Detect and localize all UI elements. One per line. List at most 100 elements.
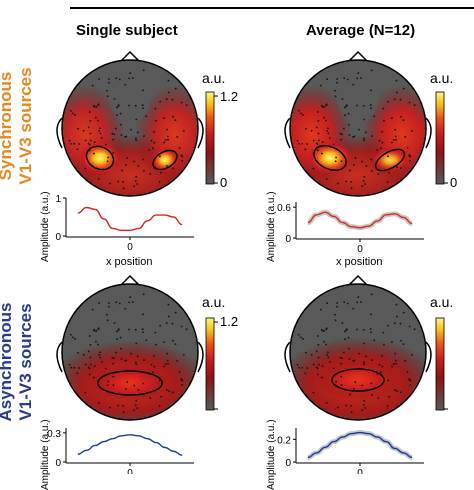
electrode-dot — [126, 381, 129, 383]
electrode-dot — [89, 356, 92, 359]
electrode-dot — [108, 81, 110, 84]
electrode-dot — [356, 328, 358, 331]
ear-left-icon — [284, 117, 291, 149]
electrode-dot — [128, 104, 130, 107]
electrode-dot — [68, 363, 71, 366]
electrode-dot — [171, 98, 174, 101]
electrode-dot — [362, 180, 365, 182]
series-line — [77, 206, 183, 231]
electrode-dot — [296, 363, 299, 366]
electrode-dot — [163, 117, 165, 120]
electrode-dot — [320, 152, 323, 155]
electrode-dot — [325, 104, 328, 107]
electrode-dot — [182, 129, 185, 132]
electrode-dot — [166, 359, 169, 362]
electrode-dot — [141, 104, 144, 106]
electrode-dot — [125, 135, 128, 138]
electrode-dot — [347, 112, 350, 115]
electrode-dot — [108, 182, 111, 185]
colorbar-unit-1: a.u. — [202, 70, 226, 86]
electrode-dot — [326, 354, 329, 356]
electrode-dot — [362, 404, 365, 406]
electrode-dot — [396, 390, 398, 392]
electrode-dot — [369, 328, 372, 330]
electrode-dot — [136, 407, 139, 409]
electrode-dot — [334, 384, 337, 387]
electrode-dot — [136, 131, 139, 134]
electrode-dot — [165, 165, 168, 167]
electrode-dot — [350, 187, 353, 190]
electrode-dot — [296, 139, 299, 142]
electrode-dot — [321, 141, 324, 144]
electrode-dot — [124, 360, 126, 362]
electrode-dot — [409, 379, 412, 382]
electrode-dot — [316, 335, 319, 337]
electrode-dot — [171, 391, 174, 394]
colorbar-unit-4: a.u. — [430, 294, 454, 310]
electrode-dot — [74, 338, 76, 340]
electrode-dot — [352, 164, 355, 166]
electrode-dot — [124, 388, 127, 390]
electrode-dot — [150, 363, 153, 366]
electrode-dot — [166, 352, 169, 355]
electrode-dot — [135, 399, 138, 402]
electrode-dot — [89, 344, 92, 346]
electrode-dot — [323, 116, 325, 119]
electrode-dot — [120, 123, 122, 126]
electrode-dot — [165, 98, 168, 101]
electrode-dot — [128, 77, 131, 80]
electrode-dot — [88, 373, 91, 376]
electrode-dot — [413, 328, 416, 331]
electrode-dot — [404, 135, 407, 138]
y-axis-label-2: Amplitude (a.u.) — [266, 191, 277, 262]
column-title-single: Single subject — [76, 22, 178, 39]
electrode-dot — [142, 313, 144, 316]
electrode-dot — [98, 78, 101, 81]
electrode-dot — [336, 406, 339, 409]
electrode-dot — [117, 404, 120, 407]
electrode-dot — [408, 154, 411, 157]
electrode-dot — [76, 372, 79, 375]
electrode-dot — [370, 393, 373, 396]
electrode-dot — [97, 119, 100, 122]
electrode-dot — [114, 351, 117, 354]
electrode-dot — [325, 343, 328, 346]
electrode-dot — [152, 147, 154, 150]
electrode-dot — [142, 89, 144, 92]
electrode-dot — [369, 104, 372, 106]
electrode-dot — [315, 350, 318, 353]
electrode-dot — [348, 134, 351, 136]
electrode-dot — [93, 141, 96, 144]
electrode-dot — [408, 325, 411, 328]
electrode-dot — [129, 72, 132, 75]
electrode-dot — [348, 123, 350, 126]
electrode-dot — [361, 409, 364, 412]
electrode-dot — [135, 118, 138, 121]
electrode-dot — [345, 180, 348, 183]
electrode-dot — [363, 399, 366, 402]
electrode-dot — [145, 115, 148, 118]
electrode-dot — [370, 169, 373, 172]
electrode-dot — [299, 112, 302, 115]
electrode-dot — [74, 114, 76, 116]
colorbar-synchronous-average — [435, 91, 448, 185]
electrode-dot — [352, 136, 354, 138]
electrode-dot — [358, 128, 360, 131]
electrode-dot — [391, 141, 393, 144]
electrode-dot — [181, 155, 184, 158]
electrode-dot — [166, 128, 169, 131]
electrode-dot — [302, 114, 304, 116]
electrode-dot — [382, 331, 385, 334]
y-tick-label: 0.6 — [277, 203, 291, 214]
electrode-dot — [356, 104, 358, 107]
electrode-dot — [178, 370, 181, 373]
electrode-dot — [317, 120, 320, 122]
electrode-dot — [154, 107, 157, 110]
electrode-dot — [108, 302, 111, 304]
electrode-dot — [394, 135, 397, 138]
electrode-dot — [84, 363, 87, 366]
column-title-average: Average (N=12) — [306, 22, 416, 39]
electrode-dot — [128, 328, 130, 331]
electrode-dot — [334, 313, 336, 316]
